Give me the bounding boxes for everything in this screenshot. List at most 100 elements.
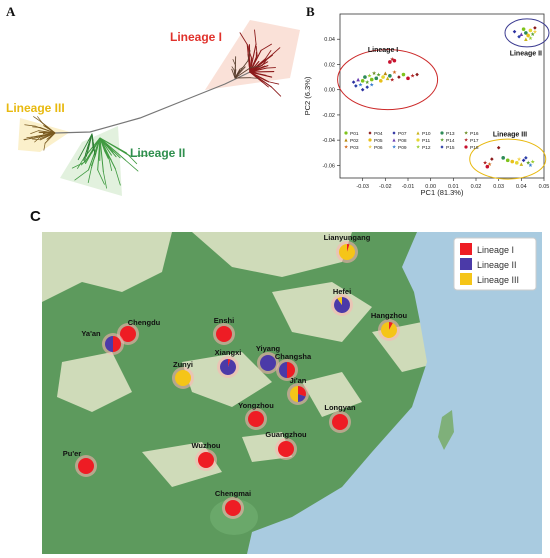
site-label: Wuzhou — [191, 441, 220, 450]
pie-slice — [380, 322, 397, 338]
lineage2-branch — [108, 158, 113, 172]
pie-slice — [175, 370, 191, 386]
lineage2-branch — [91, 146, 95, 154]
legend-marker — [368, 131, 372, 135]
data-point: ★ — [372, 71, 377, 77]
data-point — [510, 159, 515, 164]
legend-marker: ★ — [464, 131, 469, 137]
data-point: ★ — [369, 82, 374, 88]
y-tick-label: -0.04 — [322, 138, 335, 144]
pie-slice — [339, 244, 356, 260]
x-axis-label: PC1 (81.3%) — [421, 188, 464, 197]
legend-label: P14 — [446, 138, 455, 144]
site-label: Enshi — [214, 316, 234, 325]
lineage2-branch — [99, 137, 117, 158]
pie-slice — [279, 362, 287, 378]
data-point — [524, 37, 528, 42]
lineage2-branch — [105, 152, 112, 161]
data-point — [392, 58, 397, 63]
legend-swatch — [460, 243, 472, 255]
lineage2-branch — [80, 156, 90, 166]
y-axis-label: PC2 (6.3%) — [303, 76, 312, 115]
data-point: ★ — [530, 32, 535, 38]
lineage2-branch — [94, 137, 101, 158]
lineage2-branch — [97, 169, 105, 185]
lineage1-branch — [249, 49, 262, 73]
lineage3-ellipse — [469, 138, 547, 180]
lineage3-branch — [23, 137, 35, 140]
pie-slice — [198, 452, 214, 468]
legend-marker — [464, 145, 468, 149]
data-point — [388, 74, 392, 78]
y-tick-label: 0.00 — [324, 88, 335, 94]
lineage1-branch — [255, 45, 258, 56]
panel-letter-b: B — [306, 4, 315, 19]
data-point — [521, 158, 526, 163]
site-label: Pu'er — [63, 449, 82, 458]
legend-marker: ★ — [416, 145, 421, 151]
pie-slice — [78, 458, 94, 474]
lineage3-branch — [33, 116, 42, 123]
lineage1-branch — [249, 77, 259, 79]
lineage2-branch — [86, 148, 89, 157]
legend-marker — [368, 138, 372, 142]
data-point — [533, 26, 537, 30]
data-point: ★ — [410, 74, 415, 80]
lineage2-branch — [97, 137, 101, 171]
site-label: Lianyungang — [324, 233, 371, 242]
lineage1-branch — [231, 66, 235, 71]
map-highland — [192, 232, 352, 277]
legend-label: Lineage I — [477, 245, 514, 255]
legend-label: P16 — [470, 131, 479, 137]
lineage1-branch — [249, 67, 260, 73]
site-label: Hefei — [333, 287, 351, 296]
legend-label: P15 — [446, 145, 455, 151]
legend-label: P07 — [398, 131, 407, 137]
lineage2-branch — [91, 156, 96, 167]
data-point — [496, 145, 501, 150]
x-tick-label: 0.03 — [493, 184, 504, 190]
data-point — [519, 32, 524, 36]
legend-label: P11 — [422, 138, 431, 144]
legend-marker: ★ — [464, 138, 469, 144]
pie-slice — [332, 414, 348, 430]
lineage1-branch — [260, 43, 272, 51]
site-label: Chengmai — [215, 489, 251, 498]
map-sea — [247, 232, 542, 554]
lineage3-branch — [30, 130, 39, 134]
legend-label: P06 — [374, 145, 383, 151]
legend-marker — [344, 138, 348, 142]
x-tick-label: 0.01 — [448, 184, 459, 190]
tree-branches — [23, 29, 282, 189]
lineage1-branch — [254, 29, 257, 45]
y-tick-label: 0.04 — [324, 37, 335, 43]
y-tick-label: -0.02 — [322, 113, 335, 119]
y-tick-label: -0.06 — [322, 163, 335, 169]
data-point — [406, 76, 410, 81]
pie-slice — [120, 326, 136, 342]
site-label: Changsha — [275, 352, 312, 361]
sampling-map: Lineage I Lineage II Lineage III Lianyungan… — [42, 232, 542, 554]
lineage2-branch — [114, 168, 121, 186]
data-point: ★ — [487, 162, 492, 168]
cluster-annotation: Lineage II — [510, 51, 542, 58]
x-tick-label: 0.02 — [471, 184, 482, 190]
data-point: ★ — [365, 80, 370, 86]
lineage2-branch — [99, 137, 104, 173]
data-point — [363, 75, 367, 79]
pie-slice — [228, 359, 231, 367]
data-point — [379, 79, 383, 83]
panel-letter-c: C — [30, 208, 41, 225]
data-point: ★ — [390, 57, 395, 63]
lineage3-branch — [43, 142, 46, 151]
legend-label: P08 — [398, 138, 407, 144]
legend-marker — [416, 138, 420, 142]
data-point — [524, 31, 528, 35]
data-point — [524, 156, 528, 160]
map-highland — [182, 352, 272, 407]
data-point — [369, 77, 374, 82]
pie-slice — [278, 441, 294, 457]
site-label: Xiangxi — [215, 348, 242, 357]
x-tick-label: -0.02 — [379, 184, 392, 190]
lineage1-clade-shade — [205, 20, 300, 90]
